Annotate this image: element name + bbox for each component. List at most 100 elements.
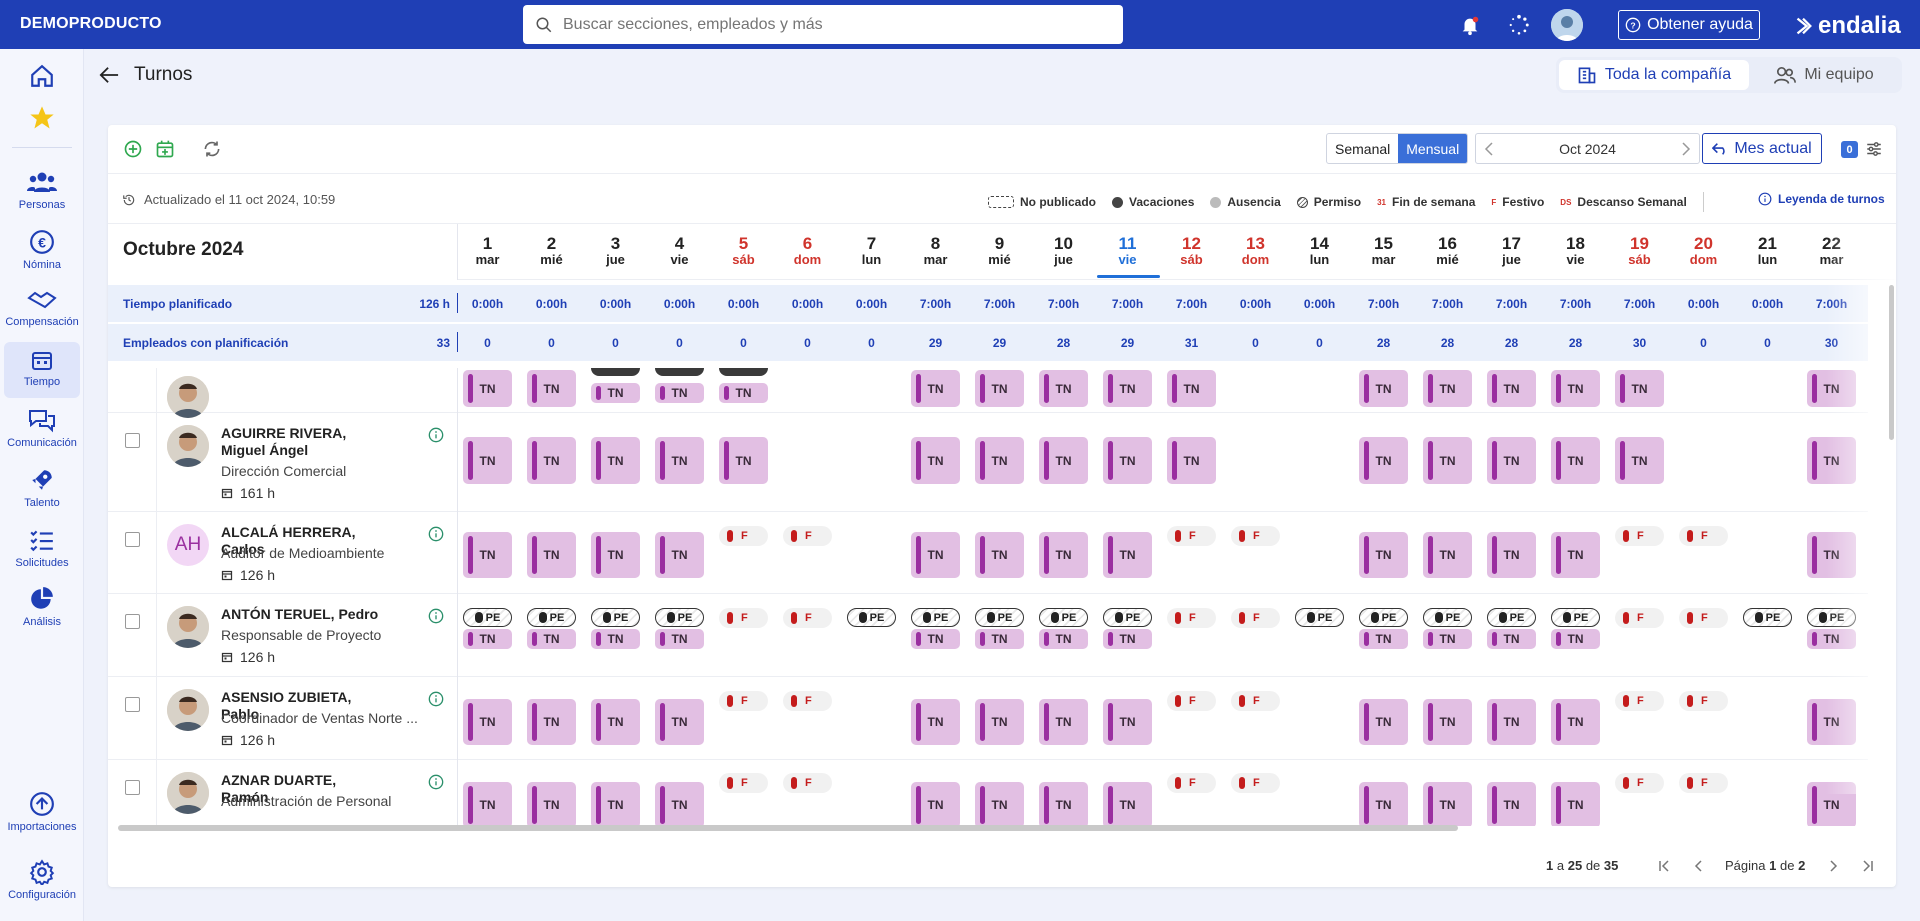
prev-page-icon[interactable]	[1694, 860, 1704, 872]
back-arrow-icon[interactable]	[98, 65, 120, 85]
permit-pill[interactable]: PE	[1743, 608, 1792, 627]
day-header[interactable]: 4 vie	[650, 235, 710, 268]
shift-pill[interactable]: TN	[1039, 370, 1088, 407]
holiday-pill[interactable]: F	[719, 526, 768, 546]
sidebar-item-configuracion[interactable]: Configuración	[4, 859, 80, 901]
day-header[interactable]: 18 vie	[1546, 235, 1606, 268]
shift-pill[interactable]: TN	[463, 629, 512, 649]
day-header[interactable]: 3 jue	[586, 235, 646, 268]
shift-pill[interactable]: TN	[1551, 699, 1600, 745]
shift-pill[interactable]: TN	[1423, 437, 1472, 484]
shift-pill[interactable]: TN	[1551, 370, 1600, 407]
search-input[interactable]	[563, 15, 1083, 34]
day-header[interactable]: 11 vie	[1098, 235, 1158, 268]
last-page-icon[interactable]	[1860, 860, 1874, 872]
shift-pill[interactable]: TN	[655, 699, 704, 745]
shift-pill[interactable]: TN	[1487, 782, 1536, 826]
employee-name[interactable]: AZNAR DUARTE, Ramón	[221, 772, 337, 805]
shift-pill[interactable]: TN	[1487, 532, 1536, 578]
first-page-icon[interactable]	[1658, 860, 1672, 872]
sidebar-item-favorites[interactable]	[4, 104, 80, 136]
row-checkbox[interactable]	[125, 780, 140, 795]
employee-info-icon[interactable]	[428, 608, 444, 629]
shift-pill[interactable]: TN	[1039, 437, 1088, 484]
view-weekly-button[interactable]: Semanal	[1335, 140, 1391, 157]
sidebar-item-talento[interactable]: Talento	[4, 467, 80, 509]
help-button[interactable]: ? Obtener ayuda	[1618, 10, 1760, 40]
holiday-pill[interactable]: F	[1231, 773, 1280, 793]
shift-pill[interactable]: TN	[975, 437, 1024, 484]
row-checkbox[interactable]	[125, 614, 140, 629]
shift-pill[interactable]: TN	[1359, 782, 1408, 826]
shift-pill[interactable]: TN	[1359, 437, 1408, 484]
shift-pill[interactable]: TN	[1359, 370, 1408, 407]
vacation-pill[interactable]	[655, 368, 704, 376]
shift-pill[interactable]: TN	[591, 532, 640, 578]
shift-pill[interactable]: TN	[1807, 532, 1856, 578]
day-header[interactable]: 19 sáb	[1610, 235, 1670, 268]
shift-pill[interactable]: TN	[463, 532, 512, 578]
shift-pill[interactable]: TN	[719, 383, 768, 403]
shift-pill[interactable]: TN	[1167, 437, 1216, 484]
day-header[interactable]: 16 mié	[1418, 235, 1478, 268]
shift-pill[interactable]: TN	[463, 370, 512, 407]
vacation-pill[interactable]	[591, 368, 640, 376]
shift-pill[interactable]: TN	[1359, 629, 1408, 649]
day-header[interactable]: 8 mar	[906, 235, 966, 268]
shift-pill[interactable]: TN	[1807, 370, 1856, 407]
user-avatar[interactable]	[1551, 9, 1583, 41]
holiday-pill[interactable]: F	[1231, 526, 1280, 546]
shift-pill[interactable]: TN	[1103, 437, 1152, 484]
shift-pill[interactable]: TN	[1807, 437, 1856, 484]
chevron-right-icon[interactable]	[1681, 141, 1691, 156]
loading-spinner-icon[interactable]	[1506, 12, 1532, 38]
holiday-pill[interactable]: F	[783, 691, 832, 711]
shift-pill[interactable]: TN	[1039, 699, 1088, 745]
company-name[interactable]: DEMOPRODUCTO	[20, 15, 162, 32]
shift-legend-link[interactable]: Leyenda de turnos	[1758, 192, 1885, 206]
employee-avatar[interactable]	[167, 376, 209, 418]
endalia-logo[interactable]: endalia	[1792, 12, 1901, 40]
notifications-bell-icon[interactable]	[1457, 12, 1483, 38]
employee-name[interactable]: ASENSIO ZUBIETA, Pablo	[221, 689, 352, 722]
shift-pill[interactable]: TN	[463, 437, 512, 484]
shift-pill[interactable]: TN	[591, 782, 640, 826]
day-header[interactable]: 7 lun	[842, 235, 902, 268]
shift-pill[interactable]: TN	[655, 532, 704, 578]
shift-pill[interactable]: TN	[527, 782, 576, 826]
shift-pill[interactable]: TN	[911, 437, 960, 484]
permit-pill[interactable]: PE	[655, 608, 704, 627]
shift-pill[interactable]: TN	[1423, 532, 1472, 578]
shift-pill[interactable]: TN	[655, 437, 704, 484]
holiday-pill[interactable]: F	[1167, 773, 1216, 793]
holiday-pill[interactable]: F	[1231, 691, 1280, 711]
day-header[interactable]: 5 sáb	[714, 235, 774, 268]
shift-pill[interactable]: TN	[591, 699, 640, 745]
shift-pill[interactable]: TN	[911, 629, 960, 649]
row-checkbox[interactable]	[125, 532, 140, 547]
shift-pill[interactable]: TN	[975, 370, 1024, 407]
shift-pill[interactable]: TN	[1039, 532, 1088, 578]
holiday-pill[interactable]: F	[1615, 526, 1664, 546]
permit-pill[interactable]: PE	[1423, 608, 1472, 627]
holiday-pill[interactable]: F	[1615, 691, 1664, 711]
holiday-pill[interactable]: F	[1679, 608, 1728, 628]
holiday-pill[interactable]: F	[719, 691, 768, 711]
employee-name[interactable]: AGUIRRE RIVERA, Miguel Ángel	[221, 425, 347, 458]
sidebar-item-comunicacion[interactable]: Comunicación	[4, 407, 80, 449]
view-monthly-button[interactable]: Mensual	[1398, 134, 1468, 163]
shift-pill[interactable]: TN	[719, 437, 768, 484]
holiday-pill[interactable]: F	[1679, 691, 1728, 711]
employee-info-icon[interactable]	[428, 427, 444, 448]
employee-avatar[interactable]	[167, 606, 209, 648]
shift-pill[interactable]: TN	[463, 699, 512, 745]
employee-avatar[interactable]	[167, 772, 209, 814]
shift-pill[interactable]: TN	[1103, 699, 1152, 745]
employee-info-icon[interactable]	[428, 691, 444, 712]
day-header[interactable]: 14 lun	[1290, 235, 1350, 268]
shift-pill[interactable]: TN	[911, 532, 960, 578]
permit-pill[interactable]: PE	[1359, 608, 1408, 627]
shift-pill[interactable]: TN	[1615, 437, 1664, 484]
holiday-pill[interactable]: F	[783, 608, 832, 628]
add-calendar-icon[interactable]	[155, 139, 175, 159]
